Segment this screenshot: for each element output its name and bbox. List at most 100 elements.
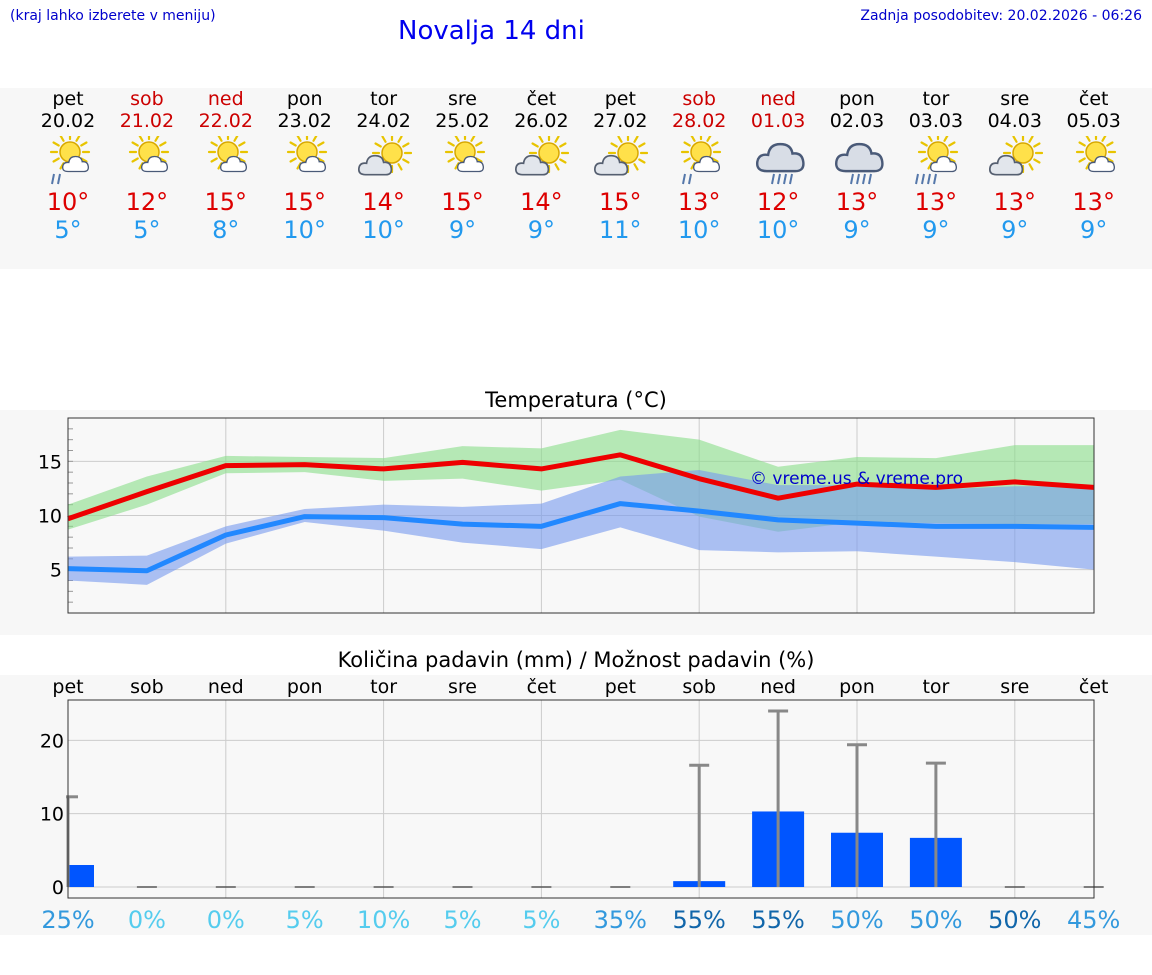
sun-cloud-rain-icon — [914, 136, 958, 185]
cloud-shape — [1087, 155, 1115, 173]
day-axis-label: pon — [287, 676, 323, 698]
sun-cloud-light-rain-icon — [49, 136, 91, 185]
day-column: tor 03.03 13° 9° — [896, 88, 976, 244]
precipitation-chance-label: 5% — [286, 906, 324, 934]
sun-ray — [401, 142, 410, 148]
precipitation-chart-title: Količina padavin (mm) / Možnost padavin … — [337, 648, 815, 672]
sun-ray — [289, 141, 297, 147]
min-temperature-line — [67, 501, 1094, 574]
rain-drops — [682, 173, 693, 185]
max-temperature: 10° — [46, 188, 90, 216]
day-name: sre — [448, 88, 477, 110]
sun-ray — [154, 136, 160, 142]
rain-drop — [926, 173, 931, 185]
sun-ray — [80, 141, 88, 147]
day-name: sob — [682, 88, 716, 110]
rain-drops — [51, 173, 61, 185]
min-temperature: 5° — [54, 216, 82, 244]
precipitation-chance-label: 55% — [751, 906, 804, 934]
sun-ray — [469, 136, 475, 142]
sun-ray — [131, 157, 139, 163]
sun-ray — [131, 141, 139, 147]
min-temperature: 9° — [1080, 216, 1108, 244]
precipitation-chance-label: 50% — [988, 906, 1041, 934]
sun-ray — [1105, 157, 1114, 163]
y-tick-label: 0 — [52, 877, 64, 899]
day-column: pet 20.02 10° 5° — [28, 88, 108, 244]
rain-cloud — [834, 142, 884, 173]
day-name: pon — [839, 88, 875, 110]
day-axis-label: ned — [760, 676, 796, 698]
location-menu-hint: (kraj lahko izberete v meniju) — [10, 8, 216, 24]
cloud-rain-icon — [756, 142, 805, 185]
sun-ray — [75, 136, 81, 142]
cloud-shape — [219, 155, 247, 173]
day-axis-label: tor — [922, 676, 949, 698]
forecast-strip-background — [0, 88, 1152, 269]
day-date: 25.02 — [435, 110, 490, 132]
day-axis-label: pon — [839, 676, 875, 698]
min-temperature: 11° — [599, 216, 642, 244]
sun-ray — [948, 141, 956, 147]
cloud — [140, 155, 168, 173]
sun-ray — [638, 158, 646, 164]
sun-behind-cloud-icon — [988, 136, 1043, 176]
sun-ray — [380, 136, 387, 143]
sun-ray — [474, 141, 483, 147]
min-temperature: 8° — [212, 216, 240, 244]
day-axis-label: čet — [1079, 676, 1109, 698]
day-column: sob 21.02 12° 5° — [107, 88, 187, 244]
sun-ray — [554, 163, 560, 171]
cloud-shape — [140, 155, 168, 173]
cloud-shape — [834, 142, 884, 173]
sun-ray — [296, 136, 302, 142]
day-name: pon — [286, 88, 323, 110]
rain-drop — [856, 173, 860, 185]
rain-drop — [51, 173, 55, 185]
sun-ray — [237, 141, 246, 147]
min-temperature: 10° — [283, 216, 326, 244]
day-date: 22.02 — [198, 110, 253, 132]
cloud — [929, 155, 957, 173]
sun-cloud-icon — [1075, 136, 1116, 173]
day-column: ned 22.02 15° 8° — [186, 88, 266, 244]
day-axis-label: tor — [370, 676, 397, 698]
sun-ray — [80, 157, 88, 163]
sun-ray — [52, 141, 60, 147]
cloud-rain-icon — [834, 142, 884, 185]
sun-ray — [683, 141, 692, 147]
day-axis-label: sob — [130, 676, 164, 698]
max-temperature: 13° — [677, 188, 721, 216]
day-date: 02.03 — [829, 110, 885, 132]
min-temperature: 9° — [1001, 216, 1029, 244]
sun-disc — [1012, 142, 1034, 164]
day-axis-label: sob — [682, 676, 716, 698]
rain-drop — [868, 173, 872, 185]
day-name: ned — [760, 88, 796, 110]
max-temperature: 13° — [914, 188, 958, 216]
cloud — [456, 155, 484, 173]
sun-behind-cloud-icon — [357, 136, 412, 176]
precipitation-chance-label: 35% — [594, 906, 647, 934]
rain-drop — [789, 173, 794, 185]
temperature-chart-title: Temperatura (°C) — [485, 388, 667, 412]
max-temperature: 15° — [204, 188, 248, 216]
sun-ray — [920, 157, 928, 163]
rain-drop — [862, 173, 866, 185]
sun-behind-cloud-icon — [594, 136, 649, 176]
sun-ray — [531, 142, 540, 148]
sun-cloud-icon — [128, 136, 169, 173]
sun-ray — [927, 136, 933, 142]
temperature-chart: 5 10 15 © vreme.us & vreme.pro — [38, 417, 1095, 614]
sun-ray — [289, 157, 297, 163]
cloud-shape — [515, 154, 550, 176]
day-column: sob 28.02 13° 10° — [659, 88, 739, 244]
sun-ray — [396, 163, 403, 171]
sun-ray — [559, 142, 567, 148]
rain-drop — [783, 173, 788, 185]
cloud — [594, 154, 629, 176]
rain-drops — [914, 173, 937, 185]
max-temperature: 13° — [993, 188, 1037, 216]
min-temperature: 9° — [922, 216, 950, 244]
day-name: čet — [526, 88, 557, 110]
